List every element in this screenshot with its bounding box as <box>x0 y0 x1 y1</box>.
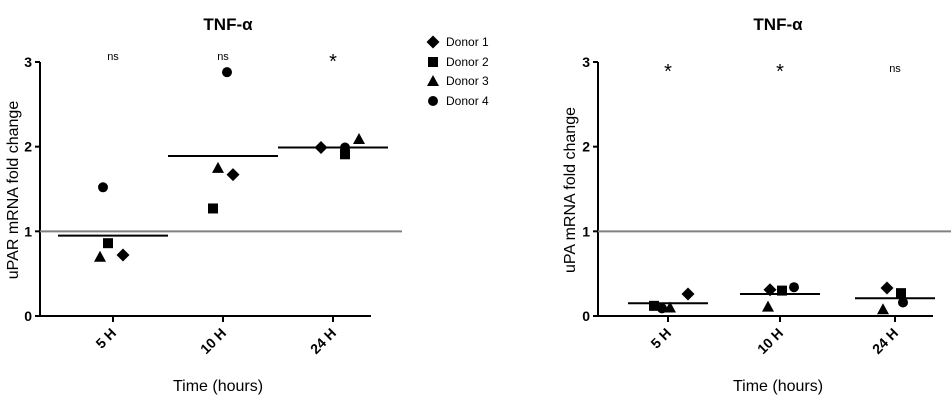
y-tick-label: 0 <box>582 308 590 324</box>
data-point-donor-3 <box>94 250 106 262</box>
x-axis-title: Time (hours) <box>173 378 263 395</box>
legend-label-donor-1: Donor 1 <box>446 35 489 49</box>
data-point-donor-4 <box>898 297 908 308</box>
data-point-donor-3 <box>664 301 676 313</box>
data-point-donor-1 <box>314 141 328 155</box>
significance-label: ns <box>217 51 229 63</box>
y-tick-label: 0 <box>24 308 32 324</box>
y-tick-label: 3 <box>582 54 590 70</box>
data-point-donor-3 <box>762 300 774 312</box>
data-point-donor-1 <box>880 281 894 295</box>
x-tick-label: 10 H <box>197 325 229 357</box>
x-axis-title: Time (hours) <box>733 378 823 395</box>
data-point-donor-2 <box>777 285 787 296</box>
data-point-donor-4 <box>340 142 350 153</box>
significance-label: * <box>776 61 784 83</box>
data-point-donor-2 <box>103 238 113 249</box>
data-point-donor-3 <box>212 161 224 173</box>
significance-label: * <box>329 51 337 73</box>
significance-label: ns <box>107 51 119 63</box>
legend-marker-donor-4 <box>428 96 438 106</box>
data-point-donor-2 <box>208 203 218 214</box>
y-tick-label: 1 <box>582 223 590 239</box>
y-tick-label: 1 <box>24 223 32 239</box>
legend-label-donor-2: Donor 2 <box>446 55 489 69</box>
y-tick-label: 2 <box>24 139 32 155</box>
y-tick-label: 2 <box>582 139 590 155</box>
significance-label: ns <box>889 63 901 75</box>
legend-marker-donor-3 <box>427 75 439 86</box>
data-point-donor-2 <box>649 300 659 311</box>
chart-panel-2: TNF-α 0 1 2 3 5 H 10 H 24 H Time (hours) uPA mRNA… <box>562 15 951 395</box>
data-point-donor-4 <box>789 282 799 293</box>
chart-title: TNF-α <box>753 15 803 34</box>
x-tick-label: 5 H <box>647 325 674 352</box>
x-tick-label: 5 H <box>92 325 119 352</box>
chart-title: TNF-α <box>203 15 253 34</box>
data-point-donor-1 <box>681 287 695 301</box>
legend-label-donor-3: Donor 3 <box>446 74 489 88</box>
legend-marker-donor-1 <box>426 35 440 49</box>
data-point-donor-4 <box>657 303 667 314</box>
y-axis-title: uPAR mRNA fold change <box>5 101 22 280</box>
legend-label-donor-4: Donor 4 <box>446 94 489 108</box>
x-tick-label: 10 H <box>754 325 786 357</box>
data-point-donor-1 <box>226 168 240 182</box>
x-tick-label: 24 H <box>869 325 901 357</box>
x-tick-label: 24 H <box>307 325 339 357</box>
data-point-donor-4 <box>222 67 232 78</box>
data-point-donor-2 <box>896 288 906 299</box>
y-axis-title: uPA mRNA fold change <box>562 107 579 273</box>
y-tick-label: 3 <box>24 54 32 70</box>
data-point-donor-1 <box>116 248 130 262</box>
data-point-donor-3 <box>353 133 365 145</box>
data-point-donor-3 <box>877 303 889 315</box>
legend: Donor 1 Donor 2 Donor 3 Donor 4 <box>426 35 489 108</box>
data-point-donor-4 <box>98 182 108 193</box>
legend-marker-donor-2 <box>428 57 438 67</box>
data-point-donor-2 <box>340 149 350 160</box>
data-point-donor-1 <box>763 283 777 297</box>
significance-label: * <box>664 61 672 83</box>
chart-panel-1: TNF-α 0 1 2 3 5 H 10 H 24 H Time (hours) uPAR mRN… <box>5 15 402 395</box>
